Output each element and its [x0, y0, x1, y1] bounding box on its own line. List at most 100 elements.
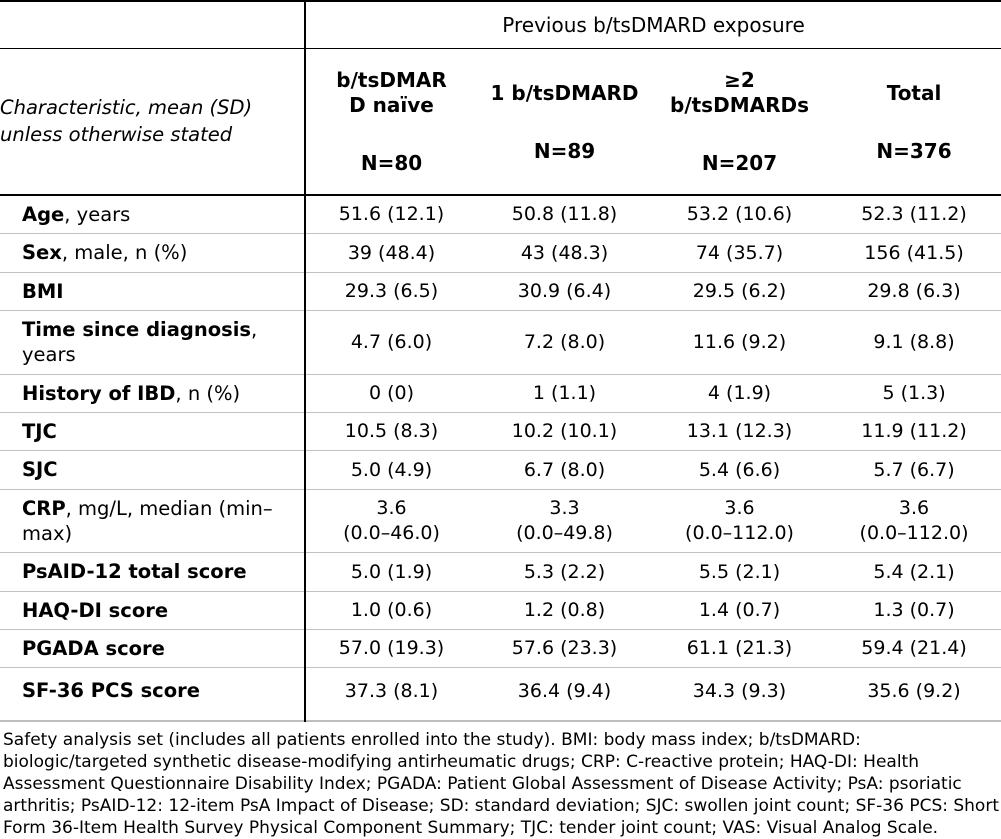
cell-value: 0 (0)	[368, 382, 415, 405]
cell-value: 37.3 (8.1)	[344, 679, 439, 702]
table-row-sex: Sex, male, n (%) 39 (48.4) 43 (48.3) 74 …	[0, 233, 1001, 273]
cell-value: 5.5 (2.1)	[698, 560, 781, 583]
table-row-tjc: TJC 10.5 (8.3) 10.2 (10.1) 13.1 (12.3) 1…	[0, 412, 1001, 451]
row-label-tjc: TJC	[0, 412, 306, 451]
cell-value: 11.9 (11.2)	[861, 420, 967, 443]
column-header-total-label: Total	[886, 80, 942, 105]
cell-value: 10.5 (8.3)	[344, 420, 439, 443]
table-row-haqdi: HAQ-DI score 1.0 (0.6) 1.2 (0.8) 1.4 (0.…	[0, 591, 1001, 630]
row-label-sjc: SJC	[0, 450, 306, 490]
column-header-2plus-btsdmards-n: N=207	[701, 151, 778, 175]
table-row-crp: CRP, mg/L, median (min–max) 3.6 (0.0–46.…	[0, 489, 1001, 553]
cell-value: 35.6 (9.2)	[867, 679, 961, 702]
row-label-bold: HAQ-DI score	[22, 598, 169, 622]
row-label-crp: CRP, mg/L, median (min–max)	[0, 489, 306, 553]
characteristic-column-header: Characteristic, mean (SD) unless otherwi…	[0, 48, 306, 196]
row-label-psaid12: PsAID-12 total score	[0, 552, 306, 592]
column-header-row: Characteristic, mean (SD) unless otherwi…	[0, 48, 1001, 196]
column-header-total: Total N=376	[827, 48, 1001, 196]
cell-value: 5.3 (2.2)	[523, 560, 606, 583]
cell-value: 61.1 (21.3)	[686, 637, 793, 660]
cell-value: 11.6 (9.2)	[692, 331, 787, 354]
column-header-2plus-btsdmards: ≥2 b/tsDMARDs N=207	[652, 48, 827, 196]
cell-value: 4.7 (6.0)	[350, 331, 433, 354]
table-row-time-since-diagnosis: Time since diagnosis, years 4.7 (6.0) 7.…	[0, 310, 1001, 375]
row-label-bold: PGADA score	[22, 637, 165, 661]
cell-value: 5.0 (1.9)	[350, 560, 433, 583]
cell-value: 30.9 (6.4)	[517, 280, 612, 303]
row-label-bold: SF-36 PCS score	[22, 679, 200, 703]
column-header-naive: b/tsDMAR D naïve N=80	[305, 48, 477, 196]
cell-value: 5.4 (6.6)	[698, 458, 781, 481]
cell-value: 5 (1.3)	[882, 382, 946, 405]
cell-value: 9.1 (8.8)	[873, 331, 955, 354]
row-label-history-of-ibd: History of IBD, n (%)	[0, 374, 306, 413]
cell-value: 50.8 (11.8)	[511, 203, 618, 226]
row-label-bold: TJC	[22, 420, 57, 444]
cell-value: 36.4 (9.4)	[517, 679, 612, 702]
column-header-1-btsdmard-n: N=89	[533, 138, 596, 163]
cell-value: 3.3 (0.0–49.8)	[516, 497, 613, 545]
column-header-1-btsdmard-label: 1 b/tsDMARD	[490, 80, 639, 105]
cell-value: 29.5 (6.2)	[692, 280, 787, 303]
table-row-pgada: PGADA score 57.0 (19.3) 57.6 (23.3) 61.1…	[0, 629, 1001, 668]
cell-value: 51.6 (12.1)	[338, 203, 445, 226]
row-label-age: Age, years	[0, 195, 306, 234]
row-label-bold: CRP	[22, 496, 66, 520]
cell-value: 3.6 (0.0–112.0)	[685, 497, 794, 545]
row-label-rest: , male, n (%)	[61, 241, 188, 265]
cell-value: 59.4 (21.4)	[861, 637, 967, 660]
column-header-total-n: N=376	[876, 138, 952, 163]
cell-value: 4 (1.9)	[707, 382, 772, 405]
cell-value: 53.2 (10.6)	[686, 203, 793, 226]
cell-value: 5.4 (2.1)	[873, 560, 955, 583]
cell-value: 1.4 (0.7)	[698, 599, 781, 622]
cell-value: 156 (41.5)	[864, 241, 964, 264]
cell-value: 57.0 (19.3)	[338, 637, 445, 660]
row-label-bmi: BMI	[0, 272, 306, 311]
cell-value: 6.7 (8.0)	[523, 458, 606, 481]
cell-value: 3.6 (0.0–112.0)	[859, 497, 969, 545]
cell-value: 5.0 (4.9)	[350, 458, 433, 481]
cell-value: 57.6 (23.3)	[511, 637, 618, 660]
cell-value: 43 (48.3)	[520, 241, 609, 264]
table-row-age: Age, years 51.6 (12.1) 50.8 (11.8) 53.2 …	[0, 195, 1001, 234]
table-row-history-of-ibd: History of IBD, n (%) 0 (0) 1 (1.1) 4 (1…	[0, 374, 1001, 413]
table-body: Age, years 51.6 (12.1) 50.8 (11.8) 53.2 …	[0, 195, 1001, 721]
row-label-rest: , years	[64, 203, 131, 226]
cell-value: 1.3 (0.7)	[873, 599, 955, 622]
column-header-naive-n: N=80	[360, 151, 423, 175]
column-header-1-btsdmard: 1 b/tsDMARD N=89	[477, 48, 652, 196]
cell-value: 29.3 (6.5)	[344, 280, 439, 303]
row-label-rest: , n (%)	[175, 381, 241, 405]
row-label-rest: , years	[22, 318, 258, 367]
cell-value: 13.1 (12.3)	[686, 420, 793, 443]
column-header-naive-label: b/tsDMAR D naïve	[336, 68, 447, 117]
row-label-bold: Age	[22, 203, 65, 226]
cell-value: 5.7 (6.7)	[873, 458, 955, 481]
cell-value: 1.2 (0.8)	[523, 599, 606, 622]
table-row-bmi: BMI 29.3 (6.5) 30.9 (6.4) 29.5 (6.2) 29.…	[0, 272, 1001, 311]
row-label-pgada: PGADA score	[0, 629, 306, 668]
table-footnote: Safety analysis set (includes all patien…	[3, 729, 999, 839]
cell-value: 34.3 (9.3)	[692, 679, 787, 702]
row-label-bold: Sex	[22, 241, 62, 265]
empty-corner-cell	[0, 0, 306, 49]
row-label-bold: History of IBD	[22, 381, 176, 405]
group-header-previous-exposure: Previous b/tsDMARD exposure	[305, 0, 1001, 49]
cell-value: 1.0 (0.6)	[350, 599, 433, 622]
cell-value: 3.6 (0.0–46.0)	[343, 497, 440, 545]
cell-value: 10.2 (10.1)	[511, 420, 618, 443]
row-label-time-since-diagnosis: Time since diagnosis, years	[0, 310, 306, 375]
baseline-characteristics-table: Previous b/tsDMARD exposure Characterist…	[0, 0, 1001, 721]
row-label-haqdi: HAQ-DI score	[0, 591, 306, 630]
table-header: Previous b/tsDMARD exposure Characterist…	[0, 0, 1001, 196]
group-header-row: Previous b/tsDMARD exposure	[0, 0, 1001, 49]
row-label-rest: , mg/L, median (min–max)	[22, 496, 273, 546]
row-label-bold: Time since diagnosis	[22, 318, 252, 342]
row-label-sex: Sex, male, n (%)	[0, 233, 306, 273]
cell-value: 1 (1.1)	[532, 382, 597, 405]
cell-value: 52.3 (11.2)	[861, 203, 967, 226]
cell-value: 29.8 (6.3)	[867, 280, 961, 303]
row-label-bold: BMI	[22, 279, 64, 303]
